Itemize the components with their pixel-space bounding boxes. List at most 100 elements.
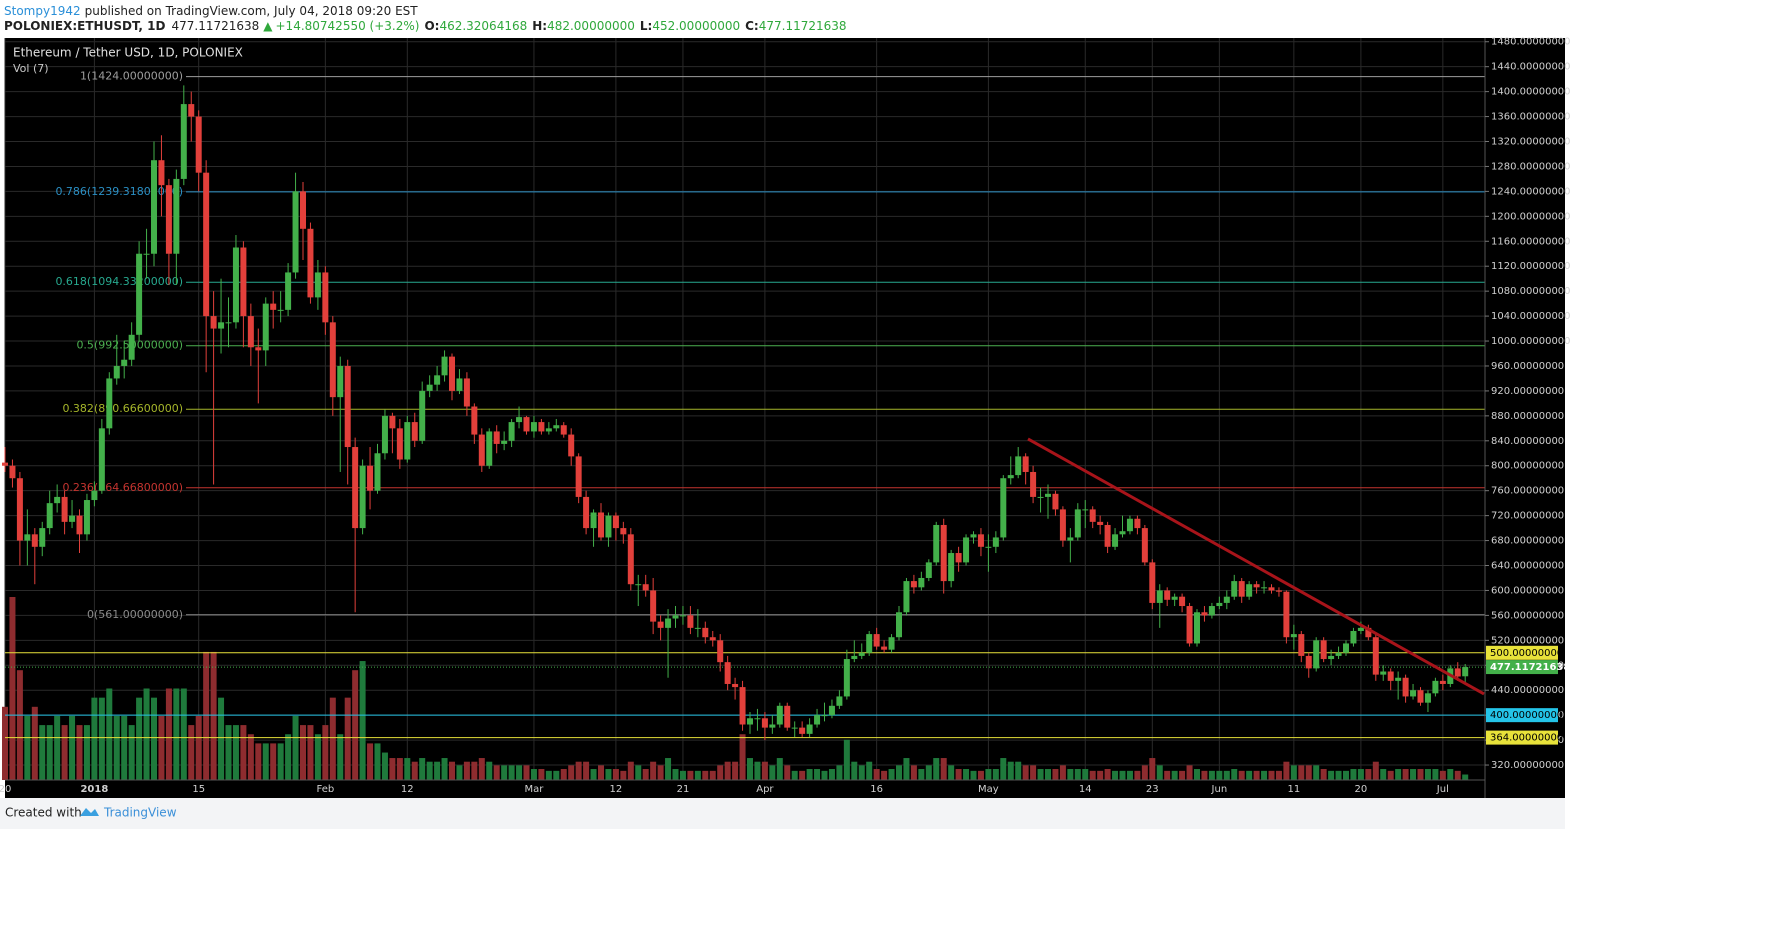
candle-body [456, 378, 463, 391]
candle-body [441, 356, 448, 376]
volume-bar [1275, 770, 1282, 780]
volume-bar [1447, 769, 1454, 780]
candle-body [761, 718, 768, 728]
fib-label: 0.786(1239.31800000) [55, 185, 183, 198]
volume-bar [910, 765, 917, 780]
candle-body [1000, 478, 1007, 538]
candle-body [478, 434, 485, 466]
footer-brand[interactable]: TradingView [103, 806, 177, 820]
volume-bar [694, 770, 701, 780]
volume-bar [39, 725, 46, 780]
volume-bar [478, 758, 485, 780]
candle-body [39, 528, 46, 547]
candle-body [1268, 587, 1275, 591]
volume-bar [642, 769, 649, 780]
trendline [1027, 437, 1485, 696]
volume-bar [434, 761, 441, 780]
candle-body [270, 303, 277, 310]
candle-body [1238, 581, 1245, 597]
candle-body [1059, 509, 1066, 541]
volume-bar [121, 715, 128, 780]
candle-body [449, 356, 455, 391]
candle-body [173, 178, 180, 254]
volume-bar [553, 770, 560, 780]
low-value: 452.00000000 [652, 19, 740, 33]
volume-bar [31, 706, 38, 780]
candle-body [195, 116, 202, 173]
candle-body [61, 496, 68, 522]
candle-body [396, 428, 403, 460]
candle-body [858, 652, 865, 656]
volume-bar [1320, 769, 1327, 780]
candle-body [776, 705, 783, 725]
candle-body [1134, 518, 1141, 529]
candle-body [1186, 606, 1193, 644]
volume-bar [948, 765, 955, 780]
volume-bar [679, 770, 686, 780]
volume-bar [69, 715, 76, 780]
candle-body [881, 646, 888, 650]
candle-body [702, 627, 709, 638]
volume-bar [210, 651, 217, 780]
volume-bar [590, 769, 597, 780]
volume-bar [1156, 765, 1163, 780]
volume-bar [106, 688, 113, 780]
candle-body [1410, 690, 1417, 697]
volume-bar [247, 734, 254, 780]
candle-body [799, 727, 806, 734]
volume-bar [352, 670, 359, 780]
volume-bar [1045, 769, 1051, 780]
candle-body [1261, 587, 1268, 589]
candle-body [516, 417, 523, 423]
candle-body [627, 534, 634, 585]
candle-body [262, 303, 269, 351]
volume-bar [761, 761, 768, 780]
candle-body [963, 537, 970, 563]
candle-body [866, 634, 873, 653]
candle-body [389, 415, 396, 429]
volume-bar [426, 761, 433, 780]
candle-body [1432, 680, 1439, 694]
y-tick-label: 720.00000000 [1491, 511, 1564, 522]
volume-bar [1186, 765, 1193, 780]
x-tick-label: 11 [1287, 784, 1300, 795]
high-value: 482.00000000 [547, 19, 635, 33]
candle-body [1402, 677, 1409, 697]
fib-label: 0.382(890.66600000) [62, 402, 183, 415]
volume-bar [277, 743, 284, 780]
footer-bar [0, 798, 1565, 829]
candle-body [665, 618, 672, 628]
y-tick-label: 920.00000000 [1491, 386, 1564, 397]
volume-bar [203, 651, 210, 780]
volume-bar [1201, 770, 1208, 780]
candle-body [322, 272, 329, 323]
y-tick-label: 1280.00000000 [1491, 161, 1571, 172]
candle-body [1119, 531, 1126, 535]
candle-body [1022, 456, 1029, 472]
volume-bar [292, 715, 299, 780]
x-tick-label: Apr [756, 784, 774, 795]
x-tick-label: 14 [1079, 784, 1092, 795]
volume-bar [1357, 769, 1364, 780]
candle-body [352, 447, 359, 529]
candle-body [642, 584, 649, 591]
volume-bar [881, 770, 888, 780]
arrow: ▲ [263, 19, 273, 33]
x-tick-label: May [978, 784, 999, 795]
volume-bar [91, 697, 98, 780]
volume-bar [1052, 769, 1059, 780]
y-tick-label: 680.00000000 [1491, 536, 1564, 547]
y-tick-label: 1480.00000000 [1491, 37, 1571, 48]
candle-body [426, 384, 433, 391]
volume-bar [806, 769, 813, 780]
volume-bar [1067, 769, 1074, 780]
volume-bar [665, 758, 672, 780]
author[interactable]: Stompy1942 [4, 4, 81, 18]
volume-bar [843, 739, 850, 780]
candle-body [1045, 493, 1051, 497]
candle-body [255, 347, 262, 351]
candle-body [888, 637, 895, 650]
volume-bar [173, 688, 180, 780]
candle-body [180, 104, 187, 179]
